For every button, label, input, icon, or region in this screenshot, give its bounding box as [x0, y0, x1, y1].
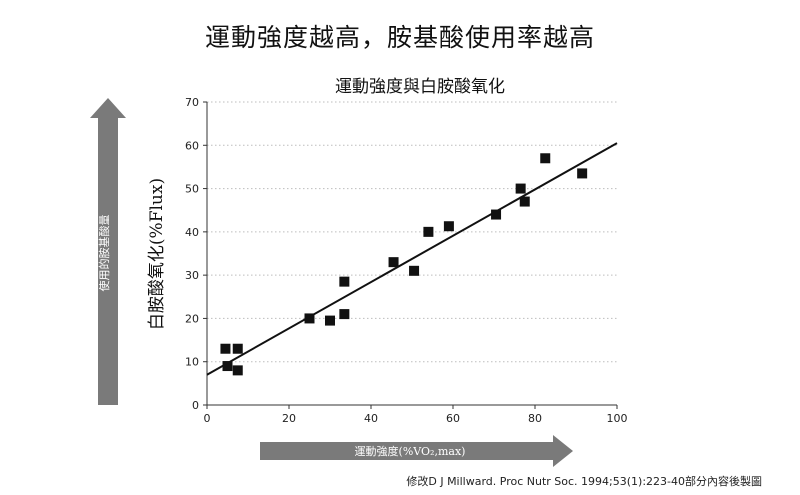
data-point	[325, 315, 335, 326]
y-tick-label: 10	[185, 356, 199, 369]
y-tick-label: 60	[185, 139, 199, 152]
y-tick-label: 40	[185, 226, 199, 239]
headline: 運動強度越高，胺基酸使用率越高	[204, 23, 595, 52]
x-tick-label: 0	[204, 412, 211, 425]
y-tick-label: 20	[185, 312, 199, 325]
data-point	[339, 276, 350, 287]
x-tick-label: 20	[282, 412, 296, 425]
x-arrow-shape	[260, 435, 573, 467]
y-tick-label: 0	[192, 399, 199, 412]
y-direction-arrow: 使用的胺基酸量	[90, 98, 126, 405]
x-direction-arrow: 運動強度(%VO₂,max)	[260, 435, 573, 467]
axes	[206, 102, 617, 406]
trendline	[206, 142, 618, 376]
x-tick-label: 80	[528, 412, 542, 425]
x-tick-label: 100	[607, 412, 628, 425]
data-point	[220, 343, 231, 354]
data-point	[519, 196, 530, 207]
data-point	[388, 257, 399, 268]
data-point	[540, 153, 551, 164]
data-point	[423, 226, 434, 237]
data-points	[220, 153, 588, 376]
data-point	[232, 365, 243, 376]
data-point	[443, 221, 454, 232]
y-tick-label: 30	[185, 269, 199, 282]
chart-title: 運動強度與白胺酸氧化	[335, 77, 505, 97]
gridlines	[207, 101, 617, 363]
data-point	[515, 183, 526, 194]
y-arrow-label: 使用的胺基酸量	[97, 215, 111, 292]
data-point	[491, 209, 502, 220]
data-point	[339, 309, 350, 320]
x-tick-label: 40	[364, 412, 378, 425]
data-point	[409, 265, 420, 276]
y-tick-label: 70	[185, 96, 199, 109]
y-axis-label: 白胺酸氧化(%Flux)	[147, 178, 167, 330]
source-credit: 修改D J Millward. Proc Nutr Soc. 1994;53(1…	[406, 475, 762, 488]
x-tick-label: 60	[446, 412, 460, 425]
tick-labels: 0 10 20 30 40 50 60 70 0 20 40 60 80 100	[185, 96, 628, 425]
data-point	[577, 168, 588, 179]
data-point	[232, 343, 243, 354]
x-arrow-label: 運動強度(%VO₂,max)	[355, 444, 466, 458]
y-tick-label: 50	[185, 183, 199, 196]
y-arrow-shape	[90, 98, 126, 405]
data-point	[304, 313, 315, 324]
data-point	[222, 361, 233, 372]
